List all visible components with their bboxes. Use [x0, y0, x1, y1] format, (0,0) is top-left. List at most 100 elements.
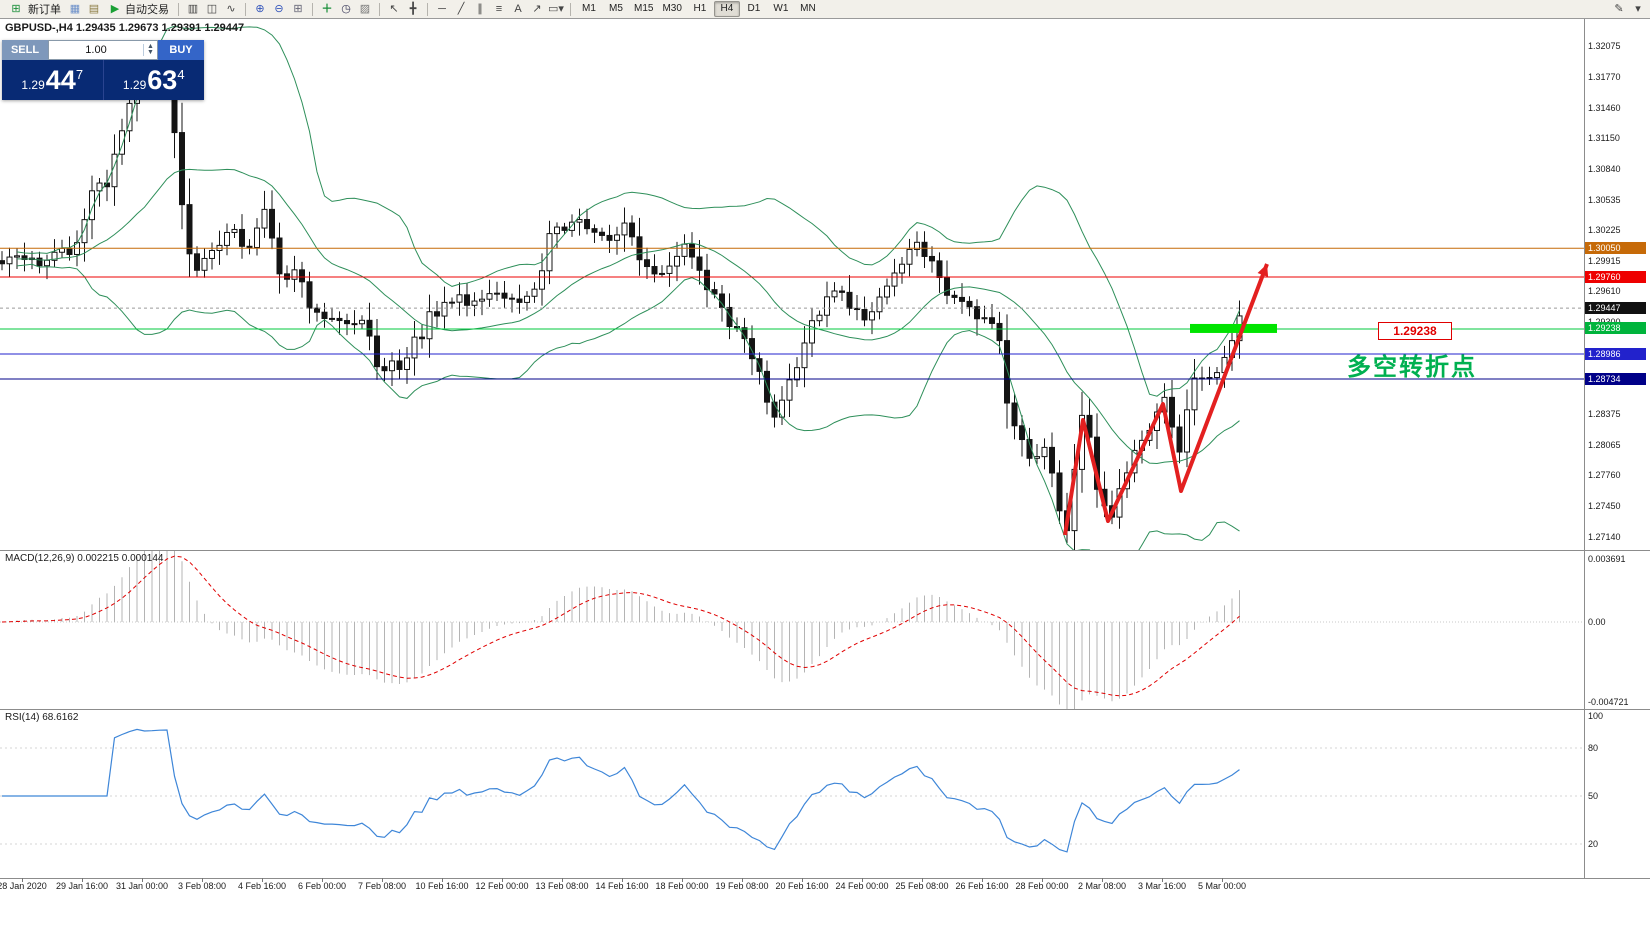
- time-axis-label: 13 Feb 08:00: [535, 881, 589, 891]
- time-axis-label: 20 Feb 16:00: [775, 881, 829, 891]
- timeframe-button-d1[interactable]: D1: [747, 3, 761, 14]
- price-axis-label: 1.31150: [1588, 133, 1620, 144]
- time-axis-tick: [142, 878, 143, 882]
- timeframe-button-m5[interactable]: M5: [609, 3, 623, 14]
- price-level-tag: 1.28986: [1585, 347, 1646, 360]
- time-axis[interactable]: [0, 878, 1650, 897]
- profiles-icon[interactable]: ▤: [88, 3, 100, 15]
- price-axis-label: 1.30225: [1588, 225, 1621, 236]
- buy-button[interactable]: BUY: [158, 40, 204, 60]
- sell-button[interactable]: SELL: [2, 40, 48, 60]
- time-axis-tick: [982, 878, 983, 882]
- candlestick-chart-icon[interactable]: ◫: [206, 3, 218, 15]
- volume-input[interactable]: 1.00: [85, 44, 107, 56]
- text-tool-icon[interactable]: A: [514, 3, 522, 15]
- timeframe-button-m15[interactable]: M15: [634, 3, 654, 14]
- crosshair-icon[interactable]: ╋: [409, 3, 417, 15]
- bid-price-prefix: 1.29: [21, 78, 45, 92]
- edit-icon[interactable]: ✎: [1614, 3, 1624, 15]
- bid-price-pip: 7: [75, 66, 84, 82]
- volume-spinner[interactable]: ▲ ▼: [143, 43, 157, 56]
- price-level-tag: 1.29447: [1585, 301, 1646, 314]
- time-axis-tick: [742, 878, 743, 882]
- shapes-tool-icon[interactable]: ▭▾: [548, 3, 564, 15]
- one-click-trading-panel: SELL 1.00 ▲ ▼ BUY 1.29 44 7 1.29 63 4: [2, 40, 204, 100]
- cursor-icon[interactable]: ↖: [389, 3, 399, 15]
- volume-down-icon[interactable]: ▼: [147, 49, 154, 56]
- rsi-pane-canvas[interactable]: [0, 710, 1584, 878]
- main-chart-canvas[interactable]: [0, 19, 1584, 550]
- time-axis-tick: [682, 878, 683, 882]
- autotrading-button[interactable]: ▶ 自动交易: [104, 1, 173, 17]
- horizontal-line-icon[interactable]: ─: [438, 3, 446, 15]
- toolbar-separator: [178, 2, 179, 16]
- time-axis-label: 14 Feb 16:00: [595, 881, 649, 891]
- add-indicator-icon[interactable]: ＋: [321, 3, 333, 15]
- time-axis-tick: [1222, 878, 1223, 882]
- rsi-axis-label: 80: [1588, 743, 1599, 753]
- timeframe-button-h4[interactable]: H4: [713, 1, 740, 17]
- toolbar-separator: [245, 2, 246, 16]
- time-axis-tick: [22, 878, 23, 882]
- rsi-axis-label: 100: [1588, 711, 1604, 721]
- ask-price-pip: 4: [177, 66, 185, 82]
- ask-price[interactable]: 1.29 63 4: [104, 60, 205, 100]
- volume-up-icon[interactable]: ▲: [147, 43, 154, 50]
- macd-axis-label: 0.00: [1588, 617, 1606, 627]
- rsi-indicator-label: RSI(14) 68.6162: [5, 712, 79, 723]
- price-axis-label: 1.30535: [1588, 194, 1621, 205]
- price-callout-box[interactable]: 1.29238: [1378, 322, 1452, 340]
- price-level-tag: 1.30050: [1585, 241, 1646, 254]
- timeframe-button-m30[interactable]: M30: [662, 3, 682, 14]
- time-axis-tick: [1042, 878, 1043, 882]
- macd-pane-canvas[interactable]: [0, 551, 1584, 709]
- bid-price-big: 44: [45, 65, 76, 95]
- bid-price[interactable]: 1.29 44 7: [2, 60, 104, 100]
- timeframe-button-h1[interactable]: H1: [693, 3, 707, 14]
- arrow-tool-icon[interactable]: ↗: [532, 3, 542, 15]
- price-axis-label: 1.28375: [1588, 409, 1621, 420]
- turning-point-label[interactable]: 多空转折点: [1347, 354, 1477, 381]
- time-axis-label: 19 Feb 08:00: [715, 881, 769, 891]
- chart-ohlc-readout: GBPUSD-,H4 1.29435 1.29673 1.29391 1.294…: [5, 22, 245, 34]
- channel-icon[interactable]: ∥: [477, 3, 483, 15]
- time-axis-tick: [862, 878, 863, 882]
- template-icon[interactable]: ▨: [359, 3, 371, 15]
- tile-windows-icon[interactable]: ⊞: [293, 3, 303, 15]
- trendline-icon[interactable]: ╱: [457, 3, 465, 15]
- pane-separator[interactable]: [0, 550, 1650, 551]
- time-axis-label: 12 Feb 00:00: [475, 881, 529, 891]
- toolbar-separator: [427, 2, 428, 16]
- timeframe-button-w1[interactable]: W1: [773, 3, 789, 14]
- macd-indicator-label: MACD(12,26,9) 0.002215 0.000144: [5, 553, 164, 564]
- period-clock-icon[interactable]: ◷: [341, 3, 351, 15]
- zoom-in-icon[interactable]: ⊕: [255, 3, 265, 15]
- price-axis-label: 1.28065: [1588, 440, 1621, 451]
- price-axis-label: 1.32075: [1588, 41, 1621, 52]
- timeframe-button-mn[interactable]: MN: [800, 3, 816, 14]
- time-axis-tick: [262, 878, 263, 882]
- bar-chart-icon[interactable]: ▥: [187, 3, 199, 15]
- time-axis-tick: [1102, 878, 1103, 882]
- new-order-button[interactable]: ⊞ 新订单: [3, 1, 65, 17]
- zoom-out-icon[interactable]: ⊖: [274, 3, 284, 15]
- timeframe-button-m1[interactable]: M1: [582, 3, 596, 14]
- macd-axis-label: 0.003691: [1588, 554, 1626, 564]
- line-chart-icon[interactable]: ∿: [226, 3, 236, 15]
- pane-separator[interactable]: [0, 709, 1650, 710]
- fibonacci-icon[interactable]: ≡: [495, 3, 503, 15]
- time-axis-tick: [382, 878, 383, 882]
- autotrading-label: 自动交易: [125, 4, 169, 16]
- time-axis-label: 28 Jan 2020: [0, 881, 47, 891]
- price-axis-label: 1.31460: [1588, 102, 1621, 113]
- price-level-tag: 1.29760: [1585, 270, 1646, 283]
- toolbar-separator: [312, 2, 313, 16]
- volume-field[interactable]: 1.00 ▲ ▼: [48, 40, 158, 60]
- time-axis-label: 2 Mar 08:00: [1077, 881, 1127, 891]
- chevron-down-icon[interactable]: ▾: [1635, 3, 1641, 15]
- toolbar-separator: [379, 2, 380, 16]
- time-axis-label: 18 Feb 00:00: [655, 881, 709, 891]
- time-axis-label: 10 Feb 16:00: [415, 881, 469, 891]
- chart-window-icon[interactable]: ▦: [69, 3, 81, 15]
